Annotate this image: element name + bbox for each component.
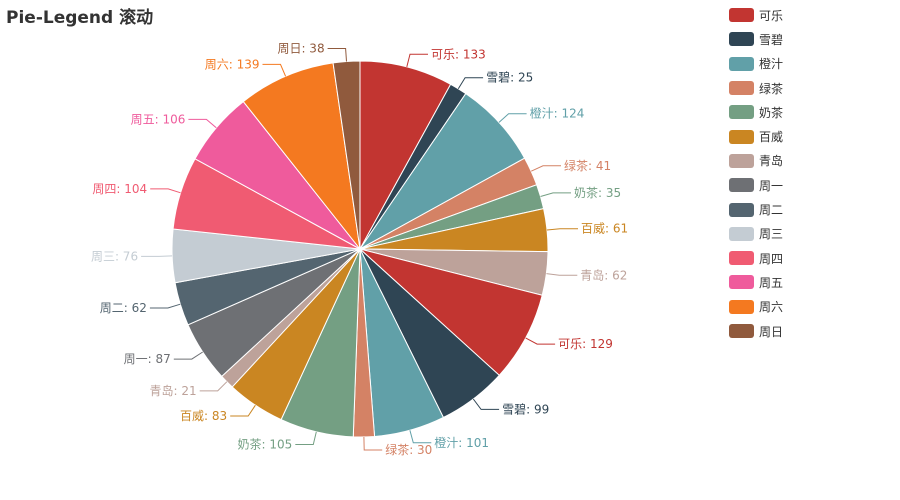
- legend-swatch: [729, 178, 754, 193]
- slice-label: 橙汁: 101: [434, 435, 489, 450]
- slice-label: 奶茶: 105: [238, 437, 293, 452]
- slice-label: 绿茶: 30: [385, 442, 432, 457]
- slice-label: 周三: 76: [91, 249, 138, 263]
- slice-label: 周一: 87: [124, 352, 171, 366]
- label-leader-line: [199, 381, 228, 392]
- legend-item[interactable]: 百威: [729, 124, 889, 148]
- label-leader-line: [406, 53, 428, 68]
- legend-label: 可乐: [759, 8, 784, 23]
- legend-item[interactable]: 奶茶: [729, 100, 889, 124]
- label-leader-line: [525, 337, 556, 345]
- legend-item[interactable]: 绿茶: [729, 76, 889, 100]
- legend-item[interactable]: 橙汁: [729, 52, 889, 76]
- label-leader-line: [327, 48, 347, 62]
- slice-label: 百威: 61: [581, 222, 628, 236]
- label-leader-line: [173, 351, 203, 360]
- legend: 可乐雪碧橙汁绿茶奶茶百威青岛周一周二周三周四周五周六周日: [729, 3, 889, 343]
- legend-swatch: [729, 32, 754, 47]
- label-leader-line: [409, 430, 432, 444]
- legend-swatch: [729, 81, 754, 96]
- legend-swatch: [729, 251, 754, 266]
- legend-item[interactable]: 周五: [729, 270, 889, 294]
- legend-label: 雪碧: [759, 32, 784, 47]
- legend-label: 周三: [759, 227, 784, 242]
- legend-swatch: [729, 226, 754, 241]
- slice-label: 青岛: 62: [580, 267, 627, 282]
- legend-swatch: [729, 324, 754, 338]
- label-leader-line: [295, 431, 317, 445]
- slice-label: 奶茶: 35: [574, 185, 621, 200]
- pie-slice[interactable]: [242, 62, 361, 251]
- label-leader-line: [546, 273, 578, 276]
- legend-item[interactable]: 可乐: [729, 3, 889, 27]
- slice-label: 周二: 62: [100, 301, 147, 315]
- slice-label: 周五: 106: [131, 112, 186, 126]
- label-leader-line: [141, 255, 173, 257]
- label-leader-line: [230, 404, 256, 417]
- legend-label: 周五: [759, 275, 784, 290]
- legend-swatch: [729, 56, 754, 71]
- legend-label: 周六: [759, 300, 784, 315]
- legend-label: 周一: [759, 178, 784, 193]
- legend-item[interactable]: 周四: [729, 246, 889, 270]
- label-leader-line: [530, 165, 561, 172]
- slice-label: 周六: 139: [205, 57, 260, 71]
- legend-swatch: [729, 275, 754, 290]
- legend-swatch: [729, 129, 754, 144]
- legend-label: 周二: [759, 203, 784, 218]
- legend-item[interactable]: 周二: [729, 197, 889, 221]
- legend-label: 绿茶: [759, 81, 784, 96]
- legend-item[interactable]: 雪碧: [729, 27, 889, 51]
- slice-label: 青岛: 21: [150, 383, 197, 398]
- legend-swatch: [729, 202, 754, 217]
- legend-label: 奶茶: [759, 105, 784, 120]
- legend-label: 周日: [759, 324, 784, 339]
- legend-swatch: [729, 299, 754, 314]
- pie-slices: [171, 60, 549, 438]
- slice-label: 百威: 83: [180, 409, 227, 423]
- label-leader-line: [262, 63, 287, 77]
- slice-label: 绿茶: 41: [564, 158, 611, 173]
- legend-label: 百威: [759, 130, 784, 145]
- legend-item[interactable]: 周三: [729, 222, 889, 246]
- label-leader-line: [498, 113, 527, 123]
- label-leader-line: [546, 228, 578, 231]
- pie-slice[interactable]: [359, 248, 543, 377]
- legend-item[interactable]: 周一: [729, 173, 889, 197]
- label-leader-line: [472, 398, 500, 410]
- legend-label: 周四: [759, 251, 784, 266]
- label-leader-line: [150, 188, 181, 194]
- legend-swatch: [729, 8, 754, 23]
- label-leader-line: [188, 118, 217, 129]
- label-leader-line: [540, 192, 571, 197]
- slice-label: 周日: 38: [277, 42, 324, 56]
- label-leader-line: [149, 303, 181, 309]
- slice-label: 橙汁: 124: [530, 106, 585, 121]
- slice-label: 雪碧: 25: [486, 71, 533, 85]
- legend-swatch: [729, 153, 754, 168]
- slice-label: 雪碧: 99: [502, 402, 549, 416]
- legend-item[interactable]: 周六: [729, 295, 889, 319]
- slice-label: 可乐: 133: [431, 47, 486, 61]
- legend-label: 青岛: [759, 154, 784, 169]
- label-leader-line: [457, 77, 484, 90]
- legend-item[interactable]: 青岛: [729, 149, 889, 173]
- label-leader-line: [363, 436, 383, 451]
- slice-label: 可乐: 129: [558, 337, 613, 351]
- legend-item[interactable]: 周日: [729, 319, 889, 343]
- slice-label: 周四: 104: [92, 182, 147, 196]
- chart-title: Pie-Legend 滚动: [6, 8, 154, 28]
- legend-label: 橙汁: [759, 57, 784, 72]
- pie-slice[interactable]: [359, 60, 452, 250]
- legend-swatch: [729, 105, 754, 120]
